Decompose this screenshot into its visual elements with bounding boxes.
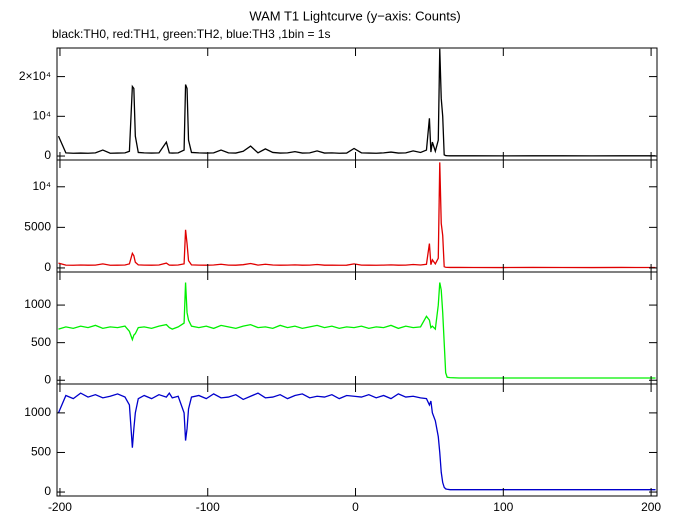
y-tick-label: 0 <box>44 148 51 162</box>
data-line <box>57 48 656 157</box>
data-line <box>58 282 656 379</box>
data-line <box>58 162 656 269</box>
panel-frame <box>56 47 658 161</box>
x-tick-label: 100 <box>493 500 513 514</box>
y-tick-label: 2×10⁴ <box>19 69 51 83</box>
y-tick-label: 10⁴ <box>32 179 51 193</box>
y-tick-label: 0 <box>44 260 51 274</box>
data-line <box>57 391 656 491</box>
x-tick-label: 200 <box>641 500 661 514</box>
y-tick-label: 1000 <box>24 297 51 311</box>
y-tick-label: 500 <box>31 445 51 459</box>
y-tick-label: 500 <box>31 335 51 349</box>
y-tick-label: 0 <box>44 484 51 498</box>
x-tick-label: -100 <box>196 500 220 514</box>
chart-title: WAM T1 Lightcurve (y−axis: Counts) <box>249 8 460 23</box>
x-tick-label: -200 <box>48 500 72 514</box>
y-tick-label: 5000 <box>24 220 51 234</box>
y-tick-label: 1000 <box>24 405 51 419</box>
panel-frame <box>56 383 658 497</box>
panel-frame <box>56 159 658 273</box>
x-tick-label: 0 <box>352 500 359 514</box>
chart-subtitle: black:TH0, red:TH1, green:TH2, blue:TH3 … <box>52 27 330 41</box>
y-tick-label: 10⁴ <box>32 108 51 122</box>
y-tick-label: 0 <box>44 372 51 386</box>
